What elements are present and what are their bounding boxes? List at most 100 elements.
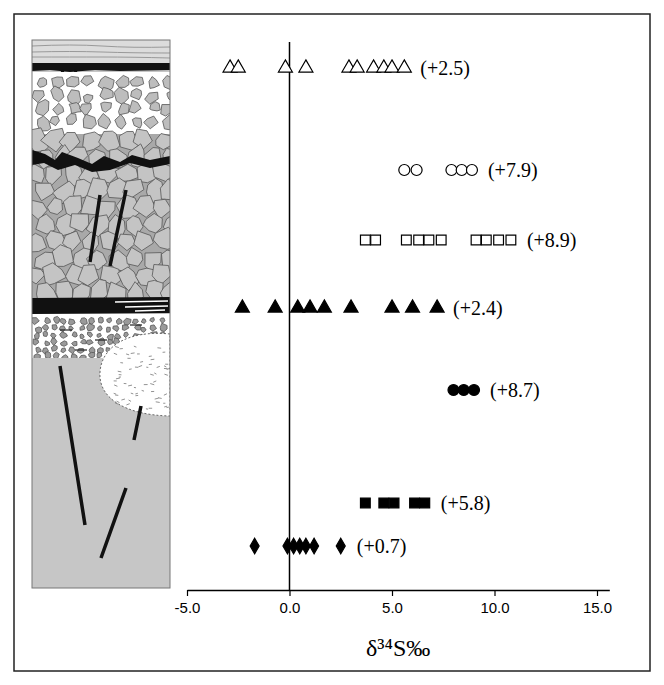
point bbox=[379, 498, 389, 508]
speck bbox=[135, 395, 138, 396]
point bbox=[231, 60, 245, 72]
clast bbox=[160, 318, 165, 323]
clast bbox=[87, 332, 92, 337]
x-tick-label: 10.0 bbox=[480, 599, 509, 616]
speck bbox=[127, 358, 130, 359]
annotation: (+8.9) bbox=[527, 229, 577, 252]
streak bbox=[125, 306, 168, 307]
clast bbox=[52, 325, 57, 330]
clast bbox=[66, 114, 76, 125]
dash bbox=[130, 324, 142, 325]
column-outline bbox=[32, 40, 170, 588]
clast bbox=[72, 341, 77, 346]
clast bbox=[156, 134, 170, 150]
point bbox=[401, 235, 411, 245]
point bbox=[494, 235, 504, 245]
clast bbox=[32, 163, 44, 183]
x-tick-label: 0.0 bbox=[280, 599, 301, 616]
point bbox=[458, 385, 469, 396]
annotation: (+2.4) bbox=[453, 297, 503, 320]
point bbox=[399, 165, 410, 176]
clast bbox=[51, 86, 64, 102]
clast bbox=[47, 198, 62, 215]
annotations: (+2.5)(+7.9)(+8.9)(+2.4)(+8.7)(+5.8)(+0.… bbox=[357, 57, 577, 558]
speck bbox=[149, 364, 152, 365]
point bbox=[481, 235, 491, 245]
clast bbox=[98, 348, 104, 354]
speck bbox=[120, 362, 123, 363]
speck bbox=[153, 381, 156, 382]
speck bbox=[119, 374, 122, 375]
speck bbox=[149, 408, 153, 409]
points bbox=[223, 60, 516, 554]
clast bbox=[80, 325, 85, 330]
annotation: (+7.9) bbox=[488, 159, 538, 182]
clast bbox=[149, 77, 160, 89]
breccia-light bbox=[32, 72, 170, 134]
clast bbox=[99, 317, 104, 323]
point bbox=[389, 498, 399, 508]
speck bbox=[144, 384, 148, 385]
speck bbox=[151, 359, 155, 360]
point bbox=[436, 235, 446, 245]
x-tick: 5.0 bbox=[382, 590, 403, 616]
clast bbox=[51, 345, 57, 351]
clast bbox=[114, 87, 128, 104]
point bbox=[344, 300, 358, 312]
point bbox=[456, 165, 467, 176]
clast bbox=[134, 231, 154, 251]
point bbox=[424, 235, 434, 245]
speck bbox=[158, 397, 162, 399]
x-tick-mark bbox=[597, 590, 598, 596]
clast bbox=[133, 195, 156, 217]
point bbox=[235, 300, 249, 312]
speck bbox=[129, 368, 132, 369]
clast bbox=[130, 77, 144, 86]
speck bbox=[131, 352, 135, 354]
point bbox=[411, 165, 422, 176]
coal-lens bbox=[32, 150, 170, 172]
speck bbox=[157, 366, 160, 367]
clast bbox=[53, 103, 64, 115]
clast bbox=[34, 333, 39, 339]
annotation: (+5.8) bbox=[441, 492, 491, 515]
clast bbox=[83, 114, 96, 129]
clast bbox=[98, 338, 105, 346]
breccia-dense bbox=[32, 134, 170, 300]
streak bbox=[135, 310, 165, 311]
column-base bbox=[32, 40, 170, 588]
clast bbox=[131, 88, 142, 99]
x-axis-line bbox=[188, 590, 610, 592]
speck bbox=[167, 407, 169, 408]
series bbox=[235, 300, 444, 312]
point bbox=[471, 235, 481, 245]
lamina bbox=[32, 45, 170, 47]
speck bbox=[149, 356, 152, 357]
clast bbox=[80, 318, 87, 325]
figure: -5.00.05.010.015.0δ³⁴S‰(+2.5)(+7.9)(+8.9… bbox=[0, 0, 664, 685]
clast bbox=[42, 324, 48, 330]
speck bbox=[126, 404, 129, 405]
point bbox=[299, 60, 313, 72]
speck bbox=[121, 399, 125, 400]
speck bbox=[114, 393, 117, 395]
x-axis-title: δ³⁴S‰ bbox=[366, 635, 430, 661]
clast bbox=[163, 115, 170, 130]
speck bbox=[135, 367, 138, 368]
clast bbox=[106, 327, 110, 332]
clast bbox=[107, 318, 112, 323]
clast bbox=[78, 265, 99, 286]
lamina bbox=[32, 57, 170, 58]
clast bbox=[61, 348, 66, 353]
speck bbox=[146, 367, 148, 368]
speck bbox=[134, 346, 137, 348]
clast bbox=[86, 340, 93, 345]
point bbox=[317, 300, 331, 312]
speck bbox=[114, 385, 117, 386]
series bbox=[250, 538, 345, 554]
speck bbox=[163, 403, 165, 404]
x-tick: 10.0 bbox=[480, 590, 509, 616]
clast bbox=[32, 233, 47, 252]
clast bbox=[132, 319, 138, 324]
clast bbox=[116, 75, 129, 87]
